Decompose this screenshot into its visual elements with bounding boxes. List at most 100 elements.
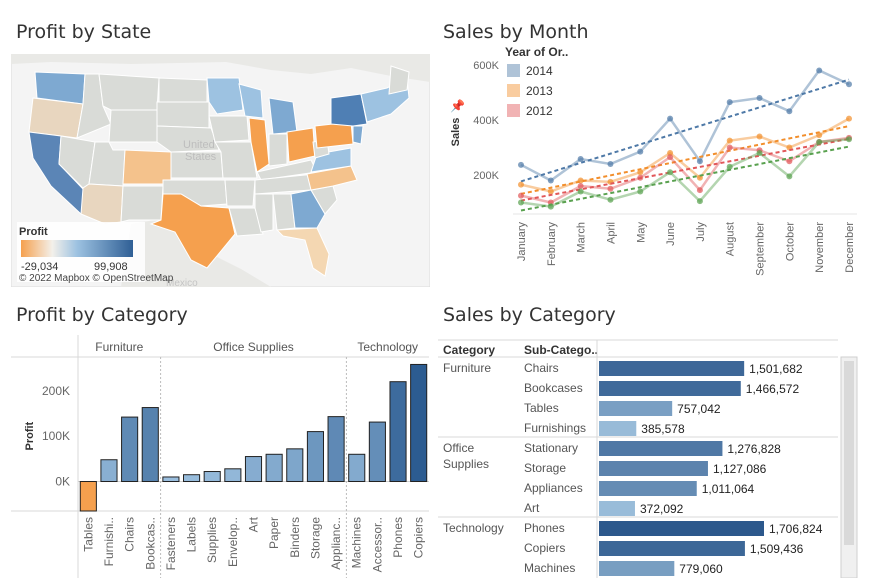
states-layer[interactable]: [28, 65, 410, 277]
profit-bar-copiers[interactable]: [410, 363, 428, 483]
series-point-2012[interactable]: [786, 158, 793, 165]
series-point-2013[interactable]: [667, 150, 674, 156]
state-texas[interactable]: [149, 193, 236, 269]
series-point-2014[interactable]: [726, 99, 733, 106]
catsales-header-subcategory[interactable]: Sub-Catego..: [524, 343, 598, 357]
state-louisiana[interactable]: [228, 207, 264, 237]
profit-bar-labels[interactable]: [183, 474, 201, 483]
sales-bar-machines[interactable]: [599, 561, 675, 576]
series-point-2012[interactable]: [637, 174, 644, 181]
pin-icon[interactable]: 📌: [450, 98, 465, 113]
profit-bar-storage[interactable]: [306, 431, 324, 483]
series-point-2013[interactable]: [846, 115, 852, 122]
profit-bar-art[interactable]: [244, 456, 263, 483]
series-point-extra[interactable]: [846, 136, 852, 143]
series-point-2012[interactable]: [667, 154, 674, 161]
series-point-2013[interactable]: [756, 133, 763, 140]
state-florida[interactable]: [275, 227, 330, 277]
series-point-extra[interactable]: [726, 163, 733, 170]
series-point-2014[interactable]: [577, 156, 584, 163]
profit-bar-bookcas[interactable]: [141, 407, 159, 483]
profit-bar-supplies[interactable]: [203, 471, 221, 483]
legend-swatch-2013[interactable]: [507, 84, 520, 97]
profit-bar-envelop[interactable]: [224, 468, 242, 483]
profit-bar-tables[interactable]: [79, 481, 97, 512]
series-point-extra[interactable]: [816, 139, 823, 145]
state-nebraska[interactable]: [156, 125, 220, 153]
sales-bar-art[interactable]: [599, 501, 635, 516]
series-line-2013[interactable]: [520, 117, 850, 193]
state-new-jersey[interactable]: [352, 125, 364, 145]
series-point-2014[interactable]: [786, 108, 793, 115]
legend-label-2014[interactable]: 2014: [526, 64, 553, 78]
state-montana[interactable]: [98, 73, 160, 111]
profit-bar-binders[interactable]: [286, 448, 304, 483]
series-point-extra[interactable]: [696, 198, 703, 205]
state-michigan[interactable]: [268, 97, 298, 135]
series-point-extra[interactable]: [756, 150, 763, 156]
series-point-2013[interactable]: [577, 177, 584, 184]
state-mississippi[interactable]: [254, 193, 274, 233]
legend-swatch-2012[interactable]: [507, 104, 520, 117]
series-point-2014[interactable]: [518, 161, 524, 168]
catsales-scrollbar-thumb[interactable]: [844, 361, 854, 545]
profit-bar-applianc[interactable]: [327, 416, 345, 483]
state-north-dakota[interactable]: [158, 77, 208, 103]
series-point-2014[interactable]: [667, 115, 674, 122]
series-point-extra[interactable]: [518, 199, 524, 206]
series-point-2013[interactable]: [547, 188, 554, 195]
state-new-york[interactable]: [330, 93, 368, 127]
state-illinois[interactable]: [248, 117, 270, 173]
series-line-2014[interactable]: [520, 68, 850, 182]
sales-by-month-chart[interactable]: 200K 400K 600K Sales 📌 January February March Ap…: [445, 40, 865, 300]
profit-by-state-map[interactable]: United States Mexico Profit -29,034 99,9…: [11, 54, 430, 287]
series-point-extra[interactable]: [577, 188, 584, 195]
series-point-2012[interactable]: [518, 192, 524, 199]
series-point-extra[interactable]: [547, 203, 554, 210]
series-point-2013[interactable]: [518, 181, 524, 188]
profit-bar-machines[interactable]: [348, 453, 366, 483]
series-point-2014[interactable]: [696, 158, 703, 165]
sales-bar-bookcases[interactable]: [599, 381, 741, 396]
series-point-2013[interactable]: [637, 169, 644, 176]
legend-swatch-2014[interactable]: [507, 64, 520, 77]
series-point-2012[interactable]: [696, 187, 703, 194]
series-point-2014[interactable]: [637, 148, 644, 155]
profit-bar-fasteners[interactable]: [162, 476, 180, 483]
sales-bar-storage[interactable]: [599, 461, 708, 476]
profit-by-category-chart[interactable]: 0K 100K 200K Profit Furniture Tables Furnishi.…: [11, 335, 431, 578]
state-south-dakota[interactable]: [156, 101, 210, 129]
legend-label-2012[interactable]: 2012: [526, 104, 553, 118]
state-wisconsin[interactable]: [238, 83, 264, 119]
legend-label-2013[interactable]: 2013: [526, 84, 553, 98]
series-point-2013[interactable]: [726, 137, 733, 144]
profit-bar-furnishi[interactable]: [100, 459, 118, 483]
series-point-2014[interactable]: [607, 161, 614, 167]
series-point-2014[interactable]: [547, 177, 554, 184]
series-line-extra[interactable]: [520, 138, 850, 208]
profit-bar-accessor[interactable]: [368, 421, 386, 483]
profit-bar-chairs[interactable]: [121, 416, 139, 483]
state-oregon[interactable]: [28, 97, 84, 139]
series-point-2014[interactable]: [846, 81, 852, 88]
sales-bar-tables[interactable]: [599, 401, 673, 416]
sales-bar-phones[interactable]: [599, 521, 764, 536]
profit-bar-phones[interactable]: [389, 381, 407, 483]
sales-bar-appliances[interactable]: [599, 481, 697, 496]
sales-by-category-chart[interactable]: Category Sub-Catego.. Furniture Chairs 1,501…: [438, 335, 864, 578]
series-point-extra[interactable]: [637, 188, 644, 195]
state-wyoming[interactable]: [108, 109, 158, 143]
series-point-2014[interactable]: [816, 67, 823, 74]
state-ohio[interactable]: [286, 127, 316, 163]
state-minnesota[interactable]: [206, 77, 244, 115]
series-line-2012[interactable]: [520, 136, 850, 204]
state-missouri[interactable]: [214, 141, 258, 179]
series-point-2012[interactable]: [726, 144, 733, 151]
state-maine[interactable]: [388, 65, 410, 95]
series-point-extra[interactable]: [786, 173, 793, 180]
profit-bar-paper[interactable]: [265, 453, 283, 483]
sales-bar-chairs[interactable]: [599, 361, 745, 376]
series-point-2012[interactable]: [607, 185, 614, 192]
series-point-extra[interactable]: [607, 196, 614, 203]
state-indiana[interactable]: [268, 133, 288, 167]
